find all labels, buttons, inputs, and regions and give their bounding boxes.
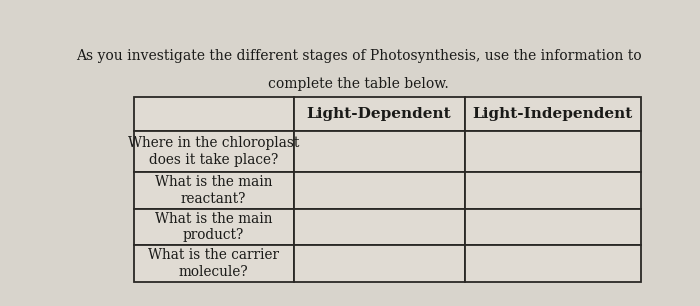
Text: Light-Independent: Light-Independent (473, 107, 633, 121)
Text: Light-Dependent: Light-Dependent (307, 107, 452, 121)
Bar (294, 245, 465, 282)
Text: What is the main
product?: What is the main product? (155, 212, 272, 242)
Bar (134, 209, 294, 245)
Text: complete the table below.: complete the table below. (268, 77, 449, 91)
Bar (134, 97, 294, 131)
Bar (465, 97, 641, 131)
Bar (134, 131, 294, 172)
Bar (294, 97, 465, 131)
Bar (465, 245, 641, 282)
Bar (294, 131, 465, 172)
Text: What is the main
reactant?: What is the main reactant? (155, 175, 272, 206)
Bar (134, 245, 294, 282)
Bar (465, 172, 641, 209)
Bar (134, 172, 294, 209)
Bar (294, 209, 465, 245)
Bar (465, 131, 641, 172)
Bar (465, 209, 641, 245)
Bar (294, 172, 465, 209)
Text: Where in the chloroplast
does it take place?: Where in the chloroplast does it take pl… (128, 136, 300, 167)
Text: As you investigate the different stages of Photosynthesis, use the information t: As you investigate the different stages … (76, 48, 642, 62)
Text: What is the carrier
molecule?: What is the carrier molecule? (148, 248, 279, 278)
